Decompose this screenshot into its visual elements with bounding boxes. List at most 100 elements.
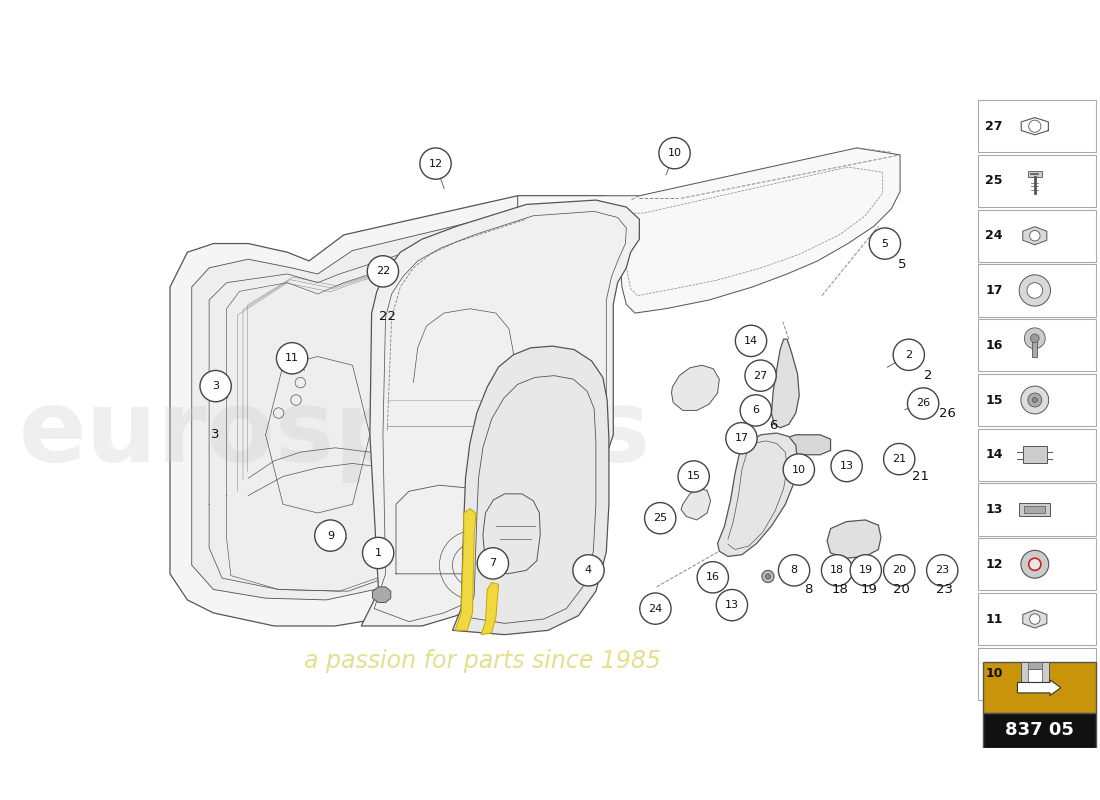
Text: 14: 14: [986, 448, 1003, 462]
Circle shape: [367, 256, 398, 287]
Bar: [1024, 506, 1045, 513]
Circle shape: [745, 360, 777, 391]
Circle shape: [830, 450, 862, 482]
Text: eurospares: eurospares: [19, 386, 651, 483]
Text: 21: 21: [912, 470, 928, 483]
Polygon shape: [1023, 610, 1047, 628]
Text: 16: 16: [986, 338, 1002, 352]
Circle shape: [716, 590, 748, 621]
Polygon shape: [771, 339, 800, 428]
Text: 8: 8: [791, 566, 798, 575]
Text: 17: 17: [986, 284, 1003, 297]
Polygon shape: [518, 148, 900, 339]
Polygon shape: [978, 429, 1096, 481]
Polygon shape: [452, 346, 609, 634]
Text: 25: 25: [653, 514, 668, 523]
Text: 19: 19: [859, 566, 872, 575]
Polygon shape: [978, 648, 1096, 700]
Text: 23: 23: [935, 566, 949, 575]
Circle shape: [783, 454, 814, 485]
Text: 7: 7: [490, 558, 496, 569]
Circle shape: [659, 138, 690, 169]
Text: 24: 24: [986, 230, 1003, 242]
Circle shape: [276, 342, 308, 374]
Text: 10: 10: [986, 667, 1003, 680]
Circle shape: [1027, 282, 1043, 298]
Text: 4: 4: [585, 566, 592, 575]
Text: 9: 9: [327, 530, 334, 541]
Text: 23: 23: [936, 582, 953, 596]
Text: 22: 22: [376, 266, 390, 276]
Circle shape: [822, 554, 853, 586]
Text: 20: 20: [893, 582, 910, 596]
Text: 25: 25: [986, 174, 1003, 187]
Polygon shape: [481, 582, 498, 634]
Polygon shape: [978, 593, 1096, 645]
Polygon shape: [373, 587, 390, 602]
Bar: [982, 662, 1096, 713]
Polygon shape: [783, 434, 830, 454]
Circle shape: [908, 388, 938, 419]
Bar: [1020, 502, 1050, 517]
Text: 22: 22: [379, 310, 396, 323]
Polygon shape: [978, 265, 1096, 317]
Circle shape: [869, 228, 901, 259]
Text: 24: 24: [648, 604, 662, 614]
Text: 1: 1: [375, 548, 382, 558]
Polygon shape: [827, 520, 881, 558]
Bar: [1027, 662, 1042, 670]
Text: 6: 6: [752, 406, 759, 415]
Text: 13: 13: [725, 600, 739, 610]
Polygon shape: [170, 196, 648, 626]
Polygon shape: [361, 200, 639, 626]
Text: a passion for parts since 1985: a passion for parts since 1985: [305, 649, 661, 673]
Circle shape: [420, 148, 451, 179]
Polygon shape: [455, 509, 476, 630]
Text: 20: 20: [892, 566, 906, 575]
Polygon shape: [1023, 226, 1047, 245]
Circle shape: [315, 520, 346, 551]
Polygon shape: [717, 433, 798, 557]
Text: 16: 16: [706, 572, 719, 582]
Circle shape: [926, 554, 958, 586]
Text: 27: 27: [986, 120, 1003, 133]
Text: 18: 18: [830, 566, 844, 575]
Circle shape: [1032, 398, 1037, 402]
Polygon shape: [978, 538, 1096, 590]
Circle shape: [779, 554, 810, 586]
Circle shape: [1021, 550, 1048, 578]
Text: 12: 12: [429, 158, 442, 169]
Circle shape: [363, 538, 394, 569]
Text: 837 05: 837 05: [1004, 722, 1074, 739]
Circle shape: [1028, 558, 1041, 570]
Polygon shape: [978, 155, 1096, 207]
Circle shape: [1024, 328, 1045, 349]
Text: 15: 15: [686, 471, 701, 482]
Circle shape: [883, 443, 915, 474]
Circle shape: [1021, 386, 1048, 414]
Text: 13: 13: [839, 461, 854, 471]
Bar: [982, 713, 1096, 748]
Text: 2: 2: [905, 350, 912, 360]
Text: 2: 2: [924, 369, 932, 382]
Circle shape: [726, 422, 757, 454]
Polygon shape: [978, 483, 1096, 535]
Text: 6: 6: [769, 418, 778, 431]
Text: 5: 5: [898, 258, 906, 271]
Text: 13: 13: [986, 503, 1002, 516]
Text: 12: 12: [986, 558, 1003, 570]
Circle shape: [1030, 230, 1040, 241]
Circle shape: [573, 554, 604, 586]
Text: 3: 3: [211, 428, 220, 442]
Circle shape: [477, 548, 508, 579]
Text: 11: 11: [285, 354, 299, 363]
Text: 27: 27: [754, 370, 768, 381]
Polygon shape: [1018, 680, 1060, 695]
Circle shape: [1030, 614, 1040, 624]
Text: 18: 18: [832, 582, 848, 596]
Circle shape: [678, 461, 710, 492]
Polygon shape: [681, 489, 711, 520]
Bar: [1021, 662, 1048, 686]
Text: 17: 17: [735, 434, 748, 443]
Text: 14: 14: [744, 336, 758, 346]
